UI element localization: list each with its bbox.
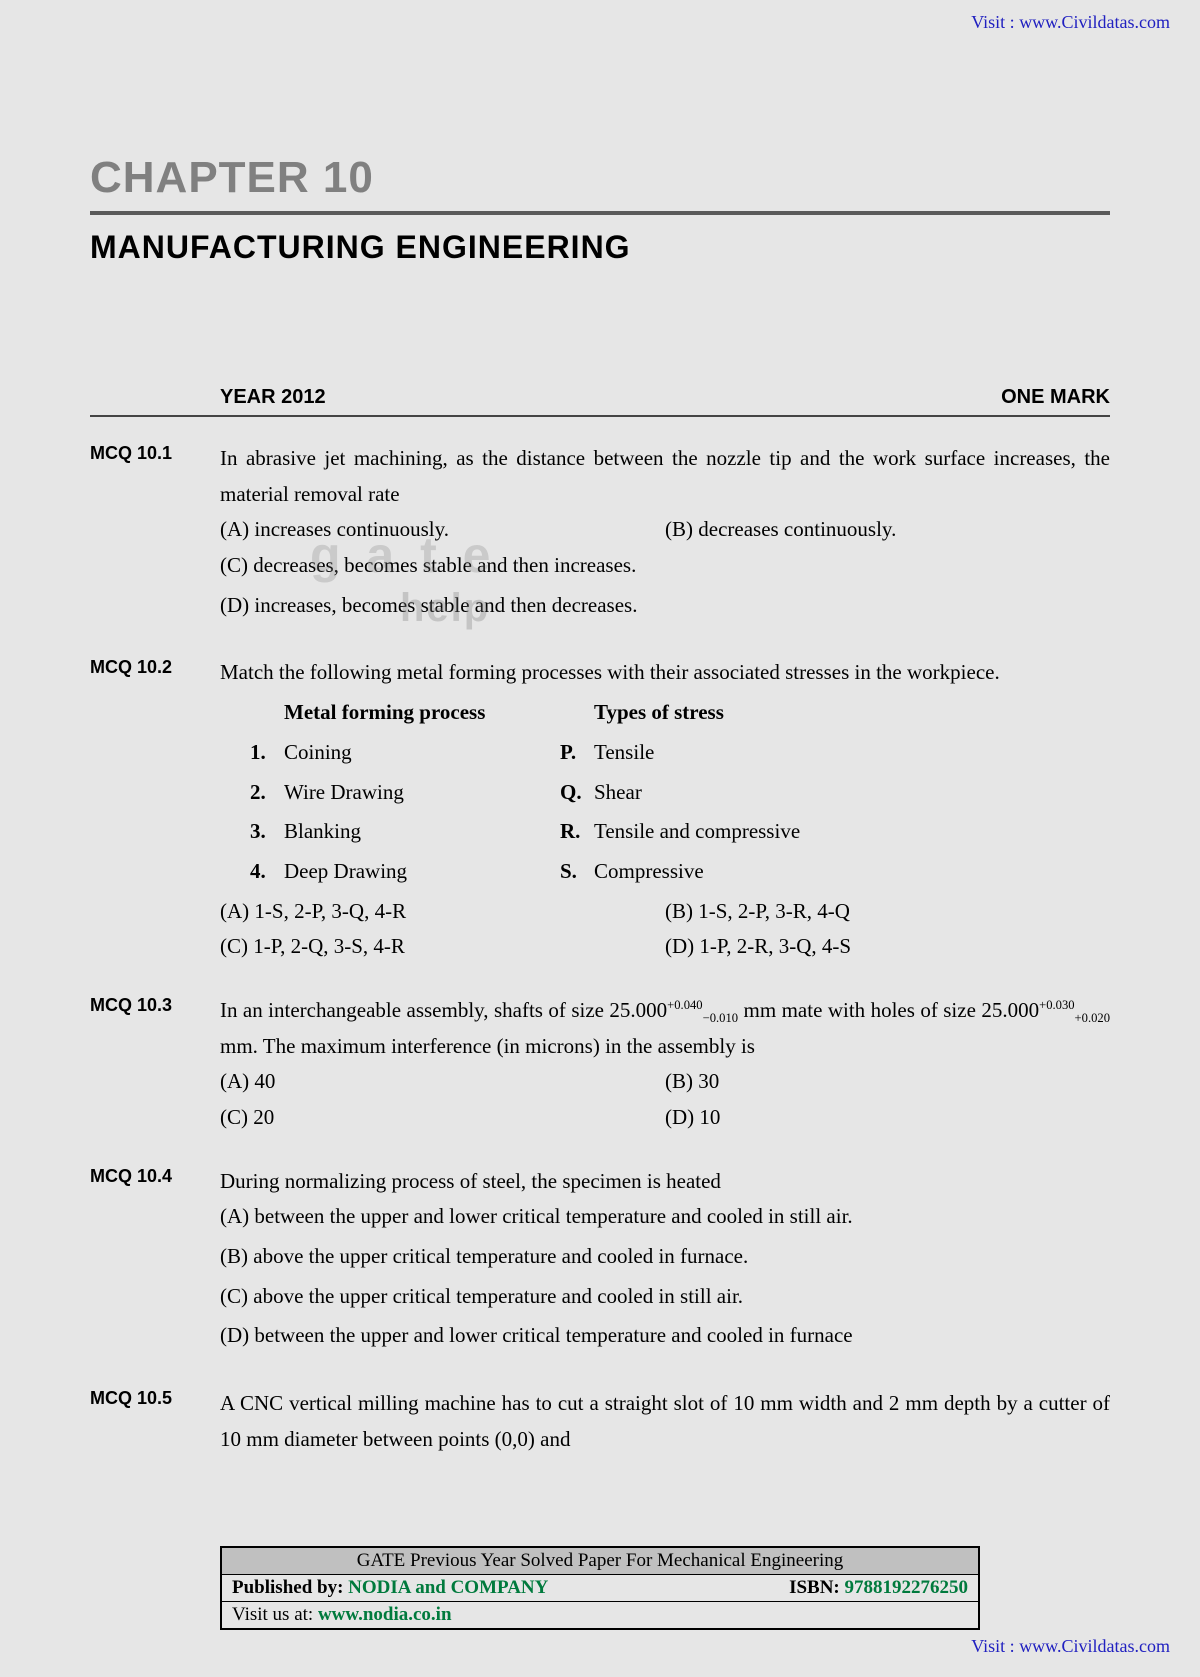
question-text: Match the following metal forming proces…	[220, 655, 1110, 691]
row-num: 1.	[250, 735, 284, 771]
section-header: YEAR 2012 ONE MARK	[90, 386, 1110, 417]
mcq-label: MCQ 10.5	[90, 1386, 220, 1409]
option-a: (A) 1-S, 2-P, 3-Q, 4-R	[220, 894, 665, 930]
option-d: (D) increases, becomes stable and then d…	[220, 588, 1110, 624]
mcq-body: In an interchangeable assembly, shafts o…	[220, 993, 1110, 1136]
question-text: In abrasive jet machining, as the distan…	[220, 441, 1110, 512]
mcq-body: A CNC vertical milling machine has to cu…	[220, 1386, 1110, 1457]
footer-title: GATE Previous Year Solved Paper For Mech…	[222, 1548, 978, 1575]
row-num: P.	[560, 735, 594, 771]
mcq-10-5: MCQ 10.5 A CNC vertical milling machine …	[90, 1386, 1110, 1457]
mcq-label: MCQ 10.2	[90, 655, 220, 678]
option-b: (B) 30	[665, 1064, 1110, 1100]
option-a: (A) increases continuously.	[220, 512, 665, 548]
option-b: (B) decreases continuously.	[665, 512, 1110, 548]
mcq-10-2: MCQ 10.2 Match the following metal formi…	[90, 655, 1110, 965]
row-num: 4.	[250, 854, 284, 890]
row-text: Deep Drawing	[284, 854, 407, 890]
option-c: (C) above the upper critical temperature…	[220, 1279, 1110, 1315]
visit-label: Visit :	[971, 12, 1014, 32]
tol-upper: +0.030	[1039, 998, 1074, 1012]
mcq-label: MCQ 10.1	[90, 441, 220, 464]
q3-text1: In an interchangeable assembly, shafts o…	[220, 998, 667, 1022]
row-text: Coining	[284, 735, 352, 771]
row-text: Compressive	[594, 854, 704, 890]
isbn-value: 9788192276250	[845, 1577, 969, 1598]
header-rule	[90, 211, 1110, 215]
visit-us-label: Visit us at:	[232, 1604, 313, 1625]
chapter-number: CHAPTER 10	[90, 153, 1200, 203]
tol-lower: −0.010	[703, 1011, 738, 1025]
visit-label: Visit :	[971, 1636, 1014, 1656]
option-c: (C) decreases, becomes stable and then i…	[220, 548, 1110, 584]
row-text: Tensile and compressive	[594, 814, 800, 850]
footer-box: GATE Previous Year Solved Paper For Mech…	[220, 1546, 980, 1630]
mcq-10-1: MCQ 10.1 In abrasive jet machining, as t…	[90, 441, 1110, 627]
row-num: 2.	[250, 775, 284, 811]
option-b: (B) above the upper critical temperature…	[220, 1239, 1110, 1275]
mcq-body: During normalizing process of steel, the…	[220, 1164, 1110, 1358]
option-d: (D) 10	[665, 1100, 1110, 1136]
option-d: (D) 1-P, 2-R, 3-Q, 4-S	[665, 929, 1110, 965]
site-link[interactable]: www.Civildatas.com	[1019, 12, 1170, 32]
option-c: (C) 20	[220, 1100, 665, 1136]
tol-lower: +0.020	[1075, 1011, 1110, 1025]
mcq-body: In abrasive jet machining, as the distan…	[220, 441, 1110, 627]
option-b: (B) 1-S, 2-P, 3-R, 4-Q	[665, 894, 1110, 930]
mcq-10-3: MCQ 10.3 In an interchangeable assembly,…	[90, 993, 1110, 1136]
top-visit-link: Visit : www.Civildatas.com	[0, 0, 1200, 33]
site-link[interactable]: www.Civildatas.com	[1019, 1636, 1170, 1656]
row-num: Q.	[560, 775, 594, 811]
row-num: R.	[560, 814, 594, 850]
question-text: A CNC vertical milling machine has to cu…	[220, 1386, 1110, 1457]
mcq-10-4: MCQ 10.4 During normalizing process of s…	[90, 1164, 1110, 1358]
mcq-body: Match the following metal forming proces…	[220, 655, 1110, 965]
chapter-title: MANUFACTURING ENGINEERING	[90, 229, 1200, 266]
col-head-left: Metal forming process	[284, 695, 485, 731]
row-num: S.	[560, 854, 594, 890]
q3-text2: mm mate with holes of size 25.000	[738, 998, 1039, 1022]
row-text: Blanking	[284, 814, 361, 850]
isbn-label: ISBN:	[789, 1577, 840, 1598]
chapter-header: CHAPTER 10	[0, 33, 1200, 203]
content-area: g a t e help YEAR 2012 ONE MARK MCQ 10.1…	[0, 266, 1200, 1526]
option-a: (A) 40	[220, 1064, 665, 1100]
tol-upper: +0.040	[667, 998, 702, 1012]
year-label: YEAR 2012	[220, 386, 326, 409]
mark-label: ONE MARK	[1001, 386, 1110, 409]
question-text: During normalizing process of steel, the…	[220, 1164, 1110, 1200]
option-d: (D) between the upper and lower critical…	[220, 1318, 1110, 1354]
row-text: Tensile	[594, 735, 654, 771]
row-num: 3.	[250, 814, 284, 850]
bottom-visit-link: Visit : www.Civildatas.com	[0, 1630, 1200, 1677]
footer-url[interactable]: www.nodia.co.in	[318, 1604, 452, 1625]
published-label: Published by:	[232, 1577, 343, 1598]
publisher-name: NODIA and COMPANY	[348, 1577, 548, 1598]
mcq-label: MCQ 10.4	[90, 1164, 220, 1187]
option-a: (A) between the upper and lower critical…	[220, 1199, 1110, 1235]
option-c: (C) 1-P, 2-Q, 3-S, 4-R	[220, 929, 665, 965]
mcq-label: MCQ 10.3	[90, 993, 220, 1016]
col-head-right: Types of stress	[594, 695, 724, 731]
row-text: Wire Drawing	[284, 775, 404, 811]
q3-text3: mm. The maximum interference (in microns…	[220, 1034, 755, 1058]
row-text: Shear	[594, 775, 642, 811]
